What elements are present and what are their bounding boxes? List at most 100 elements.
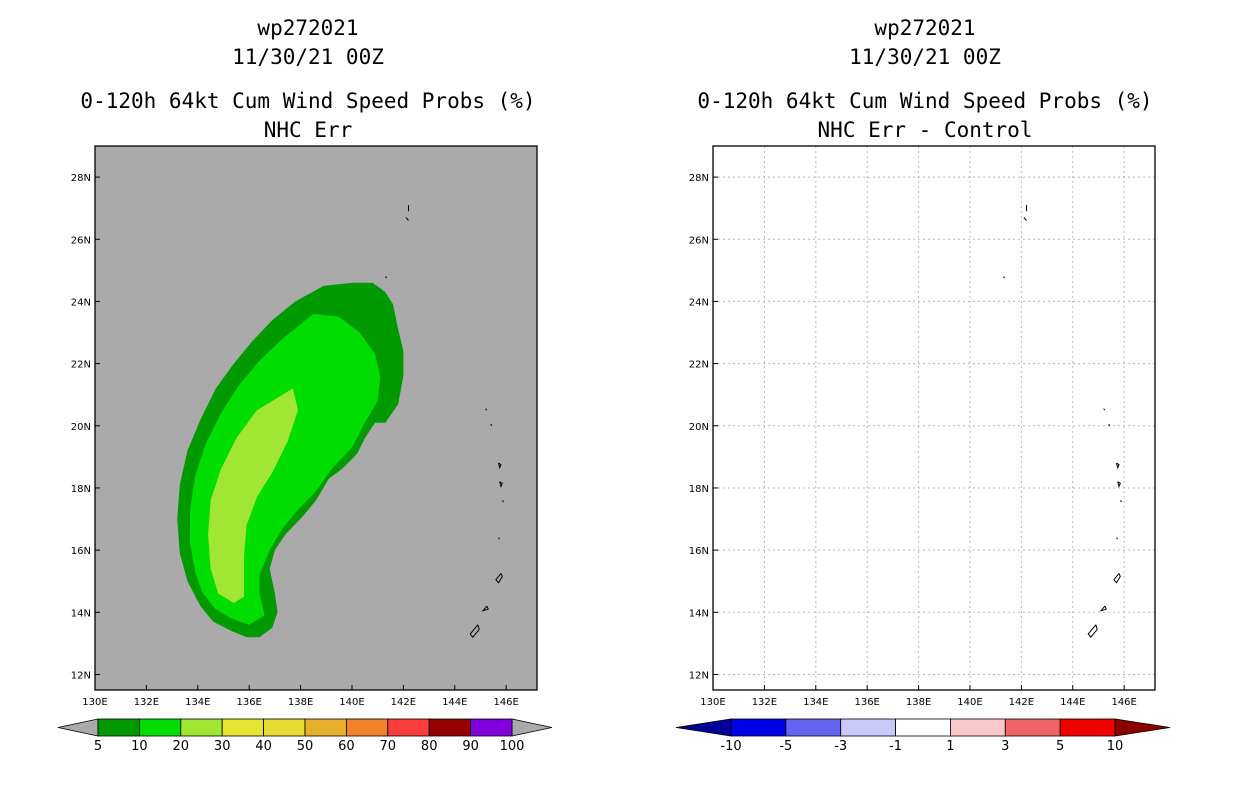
colorbar-swatch xyxy=(470,718,513,737)
colorbar-swatch xyxy=(1004,718,1061,737)
y-tick-label: 18N xyxy=(689,484,709,495)
y-tick-label: 20N xyxy=(689,422,709,433)
plot-frame xyxy=(712,145,1156,691)
x-tick-label: 146E xyxy=(493,697,518,708)
y-tick-label: 26N xyxy=(71,235,91,246)
x-tick-label: 144E xyxy=(1060,697,1085,708)
x-tick-label: 138E xyxy=(288,697,313,708)
colorbar-label: 50 xyxy=(297,739,314,754)
colorbar-swatch xyxy=(387,718,430,737)
colorbar-label: -3 xyxy=(834,739,847,754)
y-tick-label: 24N xyxy=(689,297,709,308)
y-tick-label: 24N xyxy=(71,297,91,308)
left-storm-id: wp272021 xyxy=(257,16,359,40)
colorbar-label: 5 xyxy=(1056,739,1064,754)
colorbar-low-end xyxy=(57,718,99,737)
y-tick-label: 18N xyxy=(71,484,91,495)
coastline xyxy=(469,624,480,638)
y-tick-label: 12N xyxy=(689,670,709,681)
colorbar-label: 10 xyxy=(131,739,148,754)
plot-frame xyxy=(94,145,538,691)
x-tick-label: 140E xyxy=(339,697,364,708)
coastline xyxy=(501,500,504,503)
right-date: 11/30/21 00Z xyxy=(849,45,1001,69)
colorbar-label: 1 xyxy=(946,739,954,754)
left-title-block: wp272021 11/30/21 00Z 0-120h 64kt Cum Wi… xyxy=(8,14,608,145)
panel-2: 130E 132E 134E 136E 138E 140E 142E 144E 146E 12N 1… xyxy=(675,145,1171,754)
colorbar-swatch xyxy=(180,718,223,737)
colorbar-swatch xyxy=(304,718,347,737)
coastline xyxy=(499,481,503,488)
y-tick-label: 16N xyxy=(71,546,91,557)
colorbar-swatch xyxy=(1059,718,1116,737)
x-tick-label: 132E xyxy=(134,697,159,708)
coastline xyxy=(1117,481,1121,488)
colorbar-label: 20 xyxy=(173,739,190,754)
x-tick-label: 142E xyxy=(391,697,416,708)
colorbar-label: 80 xyxy=(421,739,438,754)
left-chart-subtitle: NHC Err xyxy=(263,118,353,142)
x-tick-label: 146E xyxy=(1111,697,1136,708)
coastline xyxy=(1099,605,1107,612)
x-tick-label: 134E xyxy=(803,697,828,708)
coastline xyxy=(1023,217,1027,221)
colorbar-label: -10 xyxy=(720,739,741,754)
x-tick-label: 134E xyxy=(185,697,210,708)
y-tick-label: 14N xyxy=(689,608,709,619)
coastline xyxy=(490,423,493,427)
y-tick-label: 14N xyxy=(71,608,91,619)
colorbar-label: 10 xyxy=(1107,739,1124,754)
right-chart-subtitle: NHC Err - Control xyxy=(817,118,1033,142)
x-tick-label: 138E xyxy=(906,697,931,708)
left-date: 11/30/21 00Z xyxy=(232,45,384,69)
y-tick-label: 28N xyxy=(689,173,709,184)
y-tick-label: 16N xyxy=(689,546,709,557)
coastline xyxy=(1116,462,1120,470)
y-tick-label: 12N xyxy=(71,670,91,681)
x-tick-label: 130E xyxy=(700,697,725,708)
colorbar-swatch xyxy=(950,718,1006,737)
contour-20pct xyxy=(208,388,298,603)
x-tick-label: 136E xyxy=(236,697,261,708)
x-tick-label: 132E xyxy=(752,697,777,708)
colorbar-swatch xyxy=(221,718,264,737)
colorbar-label: 30 xyxy=(214,739,231,754)
colorbar-swatch xyxy=(785,718,842,737)
y-tick-label: 22N xyxy=(689,360,709,371)
colorbar-label: -5 xyxy=(779,739,792,754)
x-tick-label: 144E xyxy=(442,697,467,708)
coastline xyxy=(1087,624,1098,638)
coastline xyxy=(495,573,503,584)
x-tick-label: 140E xyxy=(957,697,982,708)
colorbar-high-end xyxy=(511,718,553,737)
right-title-block: wp272021 11/30/21 00Z 0-120h 64kt Cum Wi… xyxy=(625,14,1225,145)
colorbar-label: -1 xyxy=(889,739,902,754)
coastline xyxy=(1113,573,1121,584)
colorbar-swatch xyxy=(730,718,787,737)
left-chart-title: 0-120h 64kt Cum Wind Speed Probs (%) xyxy=(80,89,536,113)
plot-background xyxy=(713,146,1155,690)
coastline xyxy=(1103,408,1106,411)
colorbar-swatch xyxy=(428,718,472,737)
colorbar-swatch xyxy=(138,718,182,737)
right-storm-id: wp272021 xyxy=(874,16,976,40)
coastline xyxy=(385,276,388,279)
colorbar-label: 40 xyxy=(255,739,272,754)
coastline xyxy=(1116,537,1119,540)
coastline xyxy=(498,537,501,540)
y-tick-label: 28N xyxy=(71,173,91,184)
colorbar-swatch xyxy=(263,718,306,737)
colorbar-label: 60 xyxy=(338,739,355,754)
y-tick-label: 26N xyxy=(689,235,709,246)
colorbar-swatch xyxy=(895,718,951,737)
coastline xyxy=(1003,276,1006,279)
coastline xyxy=(1108,423,1111,427)
coastline xyxy=(1119,500,1122,503)
x-tick-label: 136E xyxy=(854,697,879,708)
y-tick-label: 22N xyxy=(71,360,91,371)
colorbar-label: 3 xyxy=(1001,739,1009,754)
coastline xyxy=(481,605,489,612)
coastline xyxy=(405,217,409,221)
coastline xyxy=(498,462,502,470)
x-tick-label: 130E xyxy=(82,697,107,708)
